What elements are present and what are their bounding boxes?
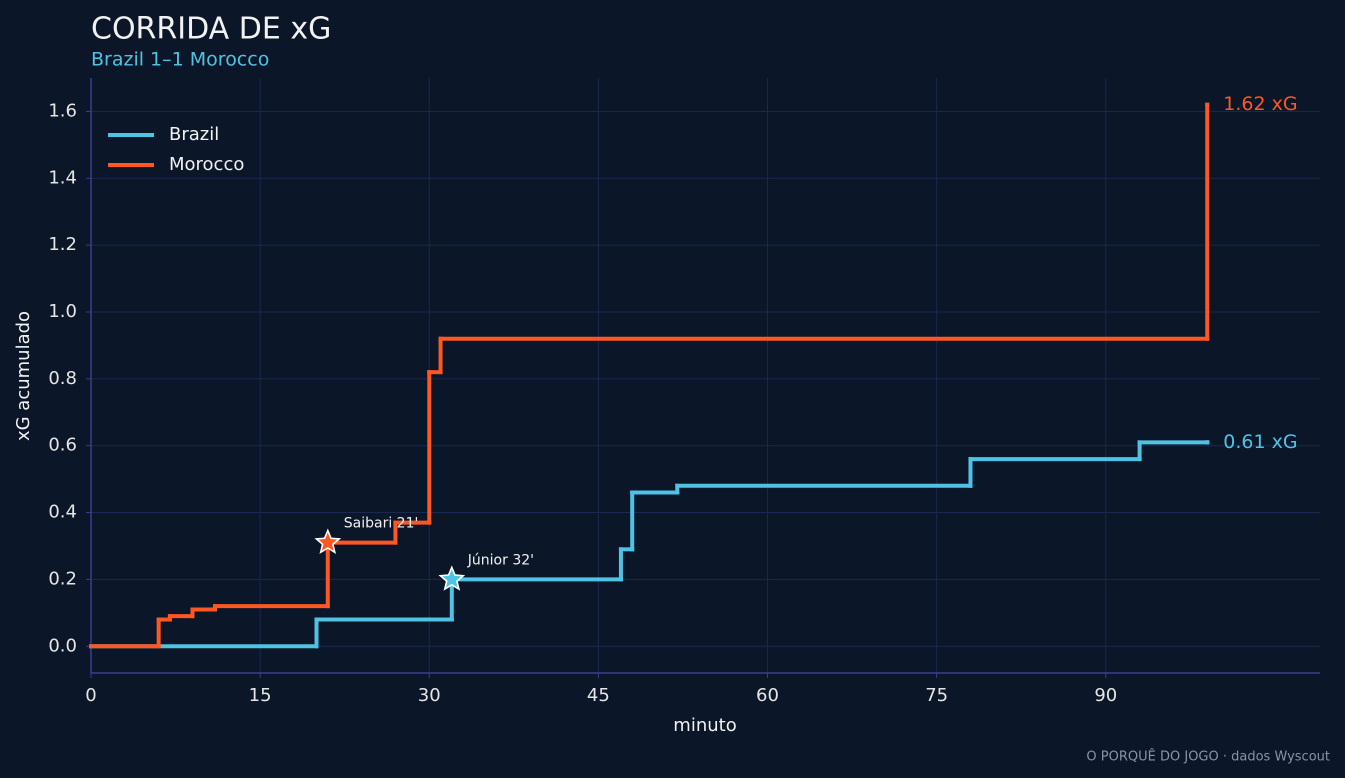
goal-annotation: Saibari 21' bbox=[344, 516, 419, 532]
x-tick-label: 15 bbox=[249, 685, 272, 706]
footer: O PORQUÊ DO JOGO · dados Wyscout bbox=[1086, 749, 1330, 765]
y-tick-label: 1.6 bbox=[48, 100, 77, 121]
x-tick-label: 45 bbox=[587, 685, 610, 706]
y-tick-label: 0.6 bbox=[48, 435, 77, 456]
x-axis-label: minuto bbox=[673, 715, 736, 736]
legend-label: Brazil bbox=[169, 124, 219, 145]
goal-annotation: Júnior 32' bbox=[467, 552, 534, 568]
x-tick-label: 30 bbox=[418, 685, 441, 706]
y-tick-label: 1.4 bbox=[48, 167, 77, 188]
x-tick-label: 0 bbox=[85, 685, 96, 706]
y-tick-label: 1.2 bbox=[48, 234, 77, 255]
y-tick-label: 1.0 bbox=[48, 301, 77, 322]
chart-title: CORRIDA DE xG bbox=[91, 12, 331, 47]
end-label: 0.61 xG bbox=[1223, 431, 1297, 453]
x-tick-label: 90 bbox=[1094, 685, 1117, 706]
goal-marker bbox=[314, 528, 342, 554]
y-tick-label: 0.2 bbox=[48, 568, 77, 589]
y-tick-label: 0.0 bbox=[48, 635, 77, 656]
y-tick-label: 0.4 bbox=[48, 502, 77, 523]
end-label: 1.62 xG bbox=[1223, 93, 1297, 115]
y-axis-label: xG acumulado bbox=[13, 311, 34, 441]
goal-marker bbox=[438, 565, 466, 591]
x-tick-label: 60 bbox=[756, 685, 779, 706]
y-tick-label: 0.8 bbox=[48, 368, 77, 389]
legend-label: Morocco bbox=[169, 154, 244, 175]
x-tick-label: 75 bbox=[925, 685, 948, 706]
chart-subtitle: Brazil 1–1 Morocco bbox=[91, 49, 269, 71]
